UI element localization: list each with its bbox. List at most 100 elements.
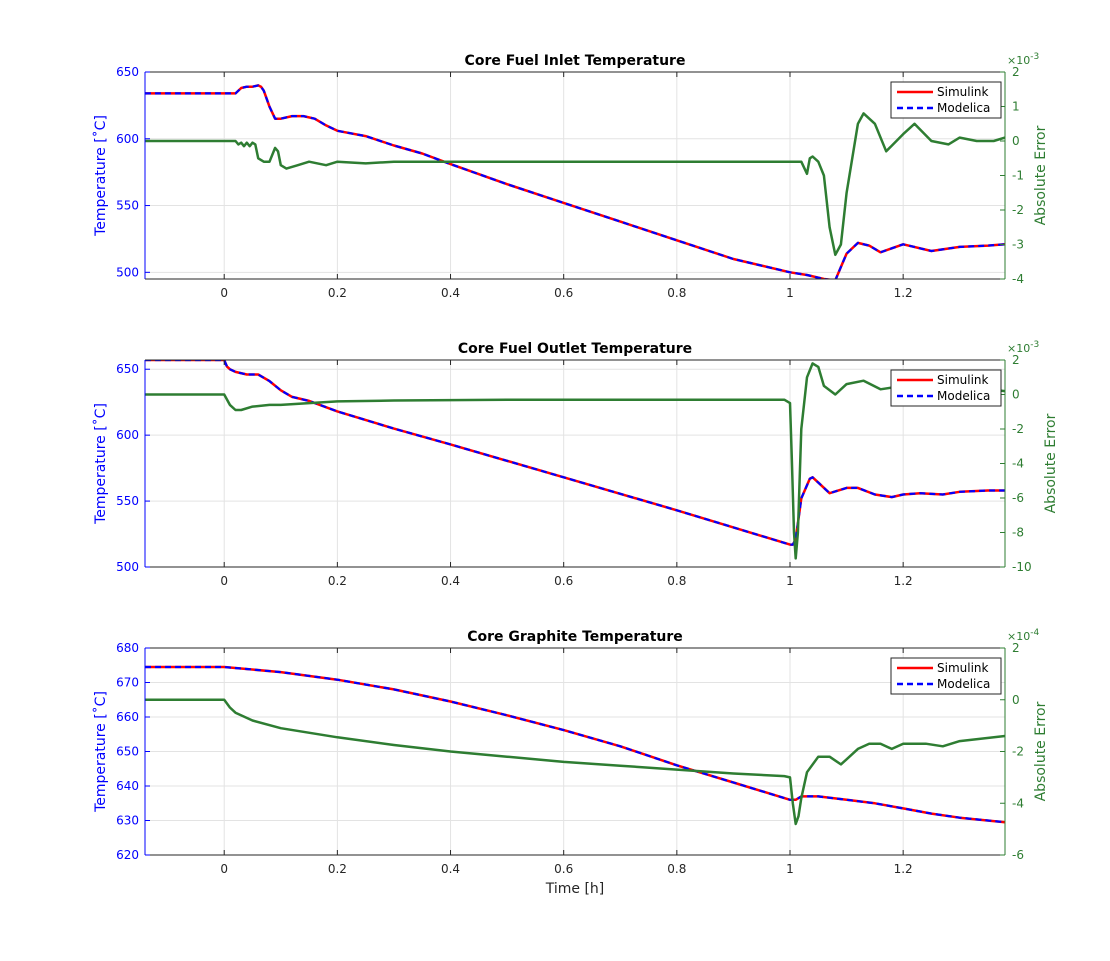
y2-tick-label: -3 (1012, 238, 1024, 252)
y-tick-label: 680 (116, 641, 139, 655)
legend-box (890, 81, 1002, 119)
x-tick-label: 0 (220, 862, 228, 876)
y-axis-label: Temperature [˚C] (92, 115, 109, 237)
x-tick-label: 0.8 (667, 286, 686, 300)
legend-label-modelica: Modelica (937, 101, 990, 115)
y2-tick-label: 0 (1012, 134, 1020, 148)
legend-label-simulink: Simulink (937, 373, 989, 387)
plot-area (145, 360, 1005, 567)
series-modelica-line (145, 84, 1005, 279)
x-tick-label: 0.6 (554, 286, 573, 300)
x-tick-label: 0.2 (328, 574, 347, 588)
x-tick-label: 0.8 (667, 862, 686, 876)
x-tick-label: 0 (220, 574, 228, 588)
y2-tick-label: 0 (1012, 693, 1020, 707)
y2-exponent-power: -3 (1030, 52, 1039, 62)
y-tick-label: 650 (116, 362, 139, 376)
subplot-3: 0 0.2 0.4 0.6 0.8 1 1.2 620 630 640 650 660 670 680 -6… (92, 628, 1049, 897)
legend: Simulink Modelica (890, 369, 1002, 407)
x-tick-label: 1 (786, 574, 794, 588)
x-axis-label: Time [h] (545, 881, 605, 897)
y2-tick-label: 0 (1012, 388, 1020, 402)
y-tick-label: 660 (116, 710, 139, 724)
subplot-1: 0 0.2 0.4 0.6 0.8 1 1.2 500 550 600 650 -4 -3 -2 -1 0 1 2… (92, 52, 1049, 300)
series-absolute-error-line (145, 112, 1005, 257)
legend-label-simulink: Simulink (937, 661, 989, 675)
y2-tick-label: -1 (1012, 169, 1024, 183)
x-tick-label: 0.4 (441, 574, 460, 588)
x-tick-label: 0 (220, 286, 228, 300)
legend: Simulink Modelica (890, 81, 1002, 119)
y-tick-label: 600 (116, 428, 139, 442)
y2-tick-label: 2 (1012, 65, 1020, 79)
legend-label-simulink: Simulink (937, 85, 989, 99)
y2-tick-label: -4 (1012, 457, 1024, 471)
x-tick-label: 0.6 (554, 574, 573, 588)
y-axis-label: Temperature [˚C] (92, 691, 109, 813)
y2-tick-label: -8 (1012, 526, 1024, 540)
y2-tick-label: 1 (1012, 100, 1020, 114)
series-absolute-error-line (145, 698, 1005, 826)
y2-tick-label: 2 (1012, 641, 1020, 655)
y-tick-label: 670 (116, 676, 139, 690)
y2-tick-label: 2 (1012, 353, 1020, 367)
series-group (145, 665, 1005, 826)
y2-tick-label: -2 (1012, 745, 1024, 759)
y2-tick-label: -2 (1012, 422, 1024, 436)
y-tick-label: 620 (116, 848, 139, 862)
legend-box (890, 369, 1002, 407)
y2-exponent-base: ×10 (1007, 54, 1030, 67)
chart-title: Core Fuel Inlet Temperature (465, 53, 686, 69)
series-group (145, 360, 1005, 560)
y-tick-label: 550 (116, 199, 139, 213)
legend-label-modelica: Modelica (937, 677, 990, 691)
y2-axis-label: Absolute Error (1033, 125, 1049, 225)
x-tick-label: 0.6 (554, 862, 573, 876)
y-tick-label: 630 (116, 814, 139, 828)
y2-exponent-base: ×10 (1007, 342, 1030, 355)
series-modelica-line (145, 360, 1005, 546)
x-tick-label: 0.2 (328, 862, 347, 876)
y2-tick-label: -2 (1012, 203, 1024, 217)
y2-tick-label: -10 (1012, 560, 1032, 574)
x-tick-label: 1.2 (894, 286, 913, 300)
series-modelica-line (145, 665, 1005, 824)
y2-exponent-label: ×10-4 (1007, 628, 1039, 643)
chart-title: Core Graphite Temperature (467, 629, 683, 645)
legend-box (890, 657, 1002, 695)
legend-label-modelica: Modelica (937, 389, 990, 403)
x-tick-label: 1 (786, 862, 794, 876)
subplot-2: 0 0.2 0.4 0.6 0.8 1 1.2 500 550 600 650 -10 -8 -6 -4 -2… (92, 340, 1059, 588)
chart-title: Core Fuel Outlet Temperature (458, 341, 692, 357)
y-tick-label: 600 (116, 132, 139, 146)
y-tick-label: 640 (116, 779, 139, 793)
x-tick-label: 0.8 (667, 574, 686, 588)
x-tick-label: 1.2 (894, 574, 913, 588)
y2-exponent-power: -4 (1030, 628, 1039, 638)
y2-exponent-base: ×10 (1007, 630, 1030, 643)
x-tick-label: 0.2 (328, 286, 347, 300)
y-tick-label: 650 (116, 745, 139, 759)
y2-axis-label: Absolute Error (1043, 413, 1059, 513)
y-axis-label: Temperature [˚C] (92, 403, 109, 525)
y2-exponent-label: ×10-3 (1007, 340, 1039, 355)
series-group (145, 84, 1005, 279)
series-absolute-error-line (145, 362, 1005, 560)
y2-exponent-power: -3 (1030, 340, 1039, 350)
y2-axis-label: Absolute Error (1033, 701, 1049, 801)
x-tick-label: 1 (786, 286, 794, 300)
y2-tick-label: -6 (1012, 848, 1024, 862)
y-tick-label: 500 (116, 560, 139, 574)
legend: Simulink Modelica (890, 657, 1002, 695)
y-tick-label: 500 (116, 265, 139, 279)
y2-tick-label: -4 (1012, 272, 1024, 286)
x-tick-label: 0.4 (441, 286, 460, 300)
x-tick-label: 0.4 (441, 862, 460, 876)
y2-exponent-label: ×10-3 (1007, 52, 1039, 67)
plot-area (145, 72, 1005, 279)
x-tick-label: 1.2 (894, 862, 913, 876)
y-tick-label: 650 (116, 65, 139, 79)
y2-tick-label: -4 (1012, 796, 1024, 810)
y-tick-label: 550 (116, 494, 139, 508)
